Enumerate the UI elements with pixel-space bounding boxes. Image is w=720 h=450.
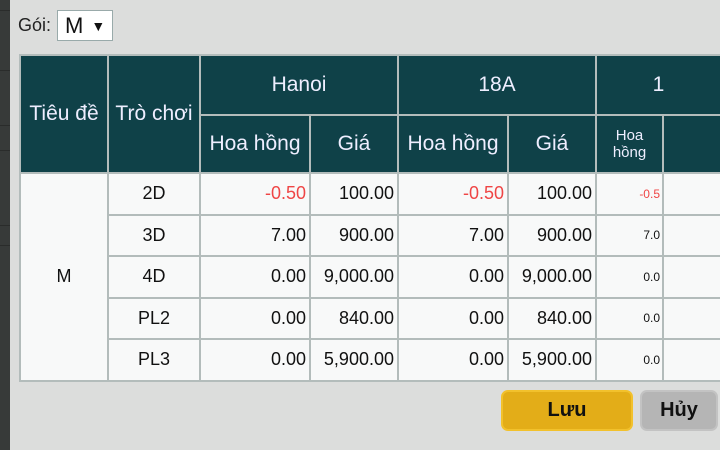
price-cell[interactable]: 900.00: [507, 213, 597, 257]
header-game: Trò chơi: [107, 54, 201, 174]
price-cell[interactable]: 5,900.00: [309, 338, 399, 382]
price-cell[interactable]: 100.00: [507, 172, 597, 216]
commission-cell[interactable]: 0.00: [199, 296, 311, 340]
group-label-cell: M: [19, 172, 109, 382]
package-select[interactable]: M ▼: [57, 10, 114, 41]
price-cell[interactable]: [662, 213, 720, 257]
table-row: 3D 7.00 900.00 7.00 900.00 7.0: [20, 213, 720, 257]
header-commission: Hoa hồng: [199, 114, 311, 174]
game-cell: PL2: [107, 296, 201, 340]
package-filter: Gói: M ▼: [18, 10, 114, 41]
header-commission: Hoa hồng: [595, 114, 664, 174]
table-row: M 2D -0.50 100.00 -0.50 100.00 -0.5: [19, 172, 720, 382]
header-group: 1: [595, 54, 720, 116]
commission-table: Tiêu đề Trò chơi Hanoi 18A 1 Hoa hồng Gi…: [19, 54, 720, 382]
package-label: Gói:: [18, 15, 52, 35]
package-select-value: M: [65, 12, 84, 38]
commission-cell[interactable]: 0.0: [595, 338, 664, 382]
commission-cell[interactable]: 7.0: [595, 213, 664, 257]
price-cell[interactable]: 5,900.00: [507, 338, 597, 382]
save-button[interactable]: Lưu: [501, 390, 633, 431]
price-cell[interactable]: 9,000.00: [309, 255, 399, 299]
commission-cell[interactable]: -0.5: [595, 172, 664, 216]
header-group: 18A: [397, 54, 597, 116]
game-cell: PL3: [107, 338, 201, 382]
price-cell[interactable]: [662, 172, 720, 216]
background-window-strip: [0, 0, 10, 450]
commission-cell[interactable]: 0.0: [595, 255, 664, 299]
price-cell[interactable]: 840.00: [507, 296, 597, 340]
commission-cell[interactable]: 0.0: [595, 296, 664, 340]
commission-cell[interactable]: 7.00: [397, 213, 509, 257]
price-cell[interactable]: 900.00: [309, 213, 399, 257]
game-cell: 2D: [107, 172, 201, 216]
dropdown-arrow-icon: ▼: [91, 17, 106, 34]
header-price: Giá: [309, 114, 399, 174]
table-row: PL2 0.00 840.00 0.00 840.00 0.0: [20, 296, 720, 340]
price-cell[interactable]: 9,000.00: [507, 255, 597, 299]
commission-cell[interactable]: 0.00: [199, 338, 311, 382]
header-price: Giá: [507, 114, 597, 174]
header-price: [662, 114, 720, 174]
header-commission: Hoa hồng: [397, 114, 509, 174]
price-cell[interactable]: 100.00: [309, 172, 399, 216]
table-row: 4D 0.00 9,000.00 0.00 9,000.00 0.0: [20, 255, 720, 299]
commission-cell[interactable]: 0.00: [199, 255, 311, 299]
price-cell[interactable]: 840.00: [309, 296, 399, 340]
price-cell[interactable]: [662, 255, 720, 299]
commission-cell[interactable]: 0.00: [397, 338, 509, 382]
game-cell: 4D: [107, 255, 201, 299]
price-cell[interactable]: [662, 338, 720, 382]
header-title: Tiêu đề: [19, 54, 109, 174]
table-row: PL3 0.00 5,900.00 0.00 5,900.00 0.0: [20, 338, 720, 382]
commission-cell[interactable]: -0.50: [199, 172, 311, 216]
commission-cell[interactable]: 0.00: [397, 255, 509, 299]
cancel-button[interactable]: Hủy: [640, 390, 718, 431]
price-cell[interactable]: [662, 296, 720, 340]
commission-cell[interactable]: 0.00: [397, 296, 509, 340]
header-group: Hanoi: [199, 54, 399, 116]
game-cell: 3D: [107, 213, 201, 257]
commission-cell[interactable]: 7.00: [199, 213, 311, 257]
commission-cell[interactable]: -0.50: [397, 172, 509, 216]
commission-table-container[interactable]: Tiêu đề Trò chơi Hanoi 18A 1 Hoa hồng Gi…: [19, 54, 720, 382]
